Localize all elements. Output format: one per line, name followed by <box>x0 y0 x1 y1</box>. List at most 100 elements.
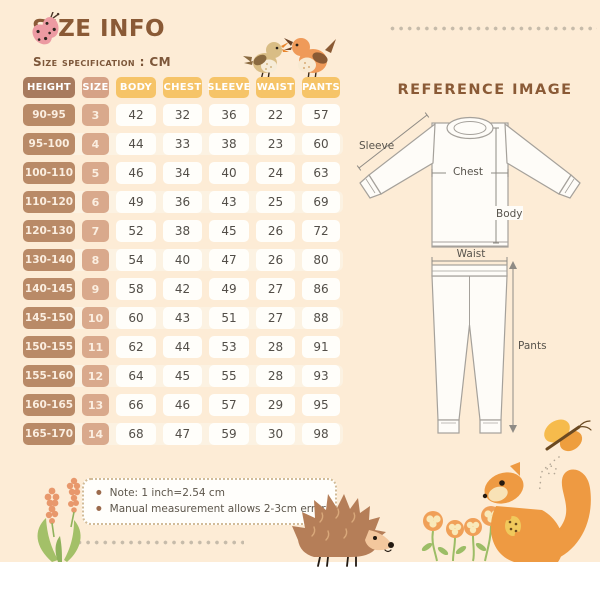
size-table: HEIGHT SIZE BODY CHEST SLEEVE WAIST PANTS 90-95… <box>23 77 343 452</box>
value-cell: 58 <box>116 278 156 300</box>
dotted-divider-bottom <box>77 540 244 545</box>
size-cell: 8 <box>82 249 109 271</box>
height-cell: 155-160 <box>23 365 75 387</box>
value-cell: 49 <box>209 278 249 300</box>
value-cell: 43 <box>209 191 249 213</box>
height-cell: 90-95 <box>23 104 75 126</box>
value-cell: 36 <box>163 191 202 213</box>
value-cell: 63 <box>302 162 340 184</box>
label-waist: Waist <box>457 248 486 260</box>
value-cell: 54 <box>116 249 156 271</box>
height-cell: 130-140 <box>23 249 75 271</box>
size-cell: 6 <box>82 191 109 213</box>
dotted-divider-top <box>390 26 597 31</box>
reference-image-illustration: Sleeve Chest Body Waist <box>356 112 581 434</box>
value-cell: 46 <box>116 162 156 184</box>
table-header-row: HEIGHT SIZE BODY CHEST SLEEVE WAIST PANTS <box>23 77 343 98</box>
column-header-size: SIZE <box>82 77 109 98</box>
column-header-sleeve: SLEEVE <box>207 77 251 98</box>
value-cell: 64 <box>116 365 156 387</box>
table-row: 165-170 14 68 47 59 30 98 <box>23 423 343 445</box>
value-cell: 93 <box>302 365 340 387</box>
value-cell: 62 <box>116 336 156 358</box>
value-cell: 44 <box>163 336 202 358</box>
value-cell: 60 <box>116 307 156 329</box>
value-cell: 69 <box>302 191 340 213</box>
shirt-body <box>431 122 509 248</box>
note-item: Note: 1 inch=2.54 cm <box>96 485 327 501</box>
value-cell: 51 <box>209 307 249 329</box>
value-cell: 44 <box>116 133 156 155</box>
value-cell: 91 <box>302 336 340 358</box>
value-cell: 40 <box>163 249 202 271</box>
table-row: 95-100 4 44 33 38 23 60 <box>23 133 343 155</box>
value-cell: 22 <box>256 104 295 126</box>
table-row: 110-120 6 49 36 43 25 69 <box>23 191 343 213</box>
value-cell: 52 <box>116 220 156 242</box>
value-cell: 98 <box>302 423 340 445</box>
value-cell: 40 <box>209 162 249 184</box>
value-cell: 53 <box>209 336 249 358</box>
value-cell: 36 <box>209 104 249 126</box>
column-header-waist: WAIST <box>256 77 295 98</box>
butterfly-icon <box>538 419 592 493</box>
size-cell: 13 <box>82 394 109 416</box>
size-cell: 11 <box>82 336 109 358</box>
notes-list: Note: 1 inch=2.54 cmManual measurement a… <box>96 485 327 518</box>
value-cell: 27 <box>256 278 295 300</box>
value-cell: 42 <box>163 278 202 300</box>
height-cell: 95-100 <box>23 133 75 155</box>
value-cell: 45 <box>163 365 202 387</box>
reference-image-title: REFERENCE IMAGE <box>397 82 573 98</box>
height-cell: 150-155 <box>23 336 75 358</box>
birds-icon <box>243 38 336 81</box>
value-cell: 45 <box>209 220 249 242</box>
value-cell: 47 <box>163 423 202 445</box>
notes-box: Note: 1 inch=2.54 cmManual measurement a… <box>82 478 337 525</box>
value-cell: 57 <box>302 104 340 126</box>
value-cell: 23 <box>256 133 295 155</box>
value-cell: 46 <box>163 394 202 416</box>
size-specification-label: Size specification : CM <box>33 55 171 69</box>
value-cell: 47 <box>209 249 249 271</box>
value-cell: 59 <box>209 423 249 445</box>
value-cell: 28 <box>256 365 295 387</box>
table-row: 155-160 12 64 45 55 28 93 <box>23 365 343 387</box>
label-sleeve: Sleeve <box>359 140 394 152</box>
lavender-icon <box>37 477 81 562</box>
value-cell: 24 <box>256 162 295 184</box>
value-cell: 80 <box>302 249 340 271</box>
value-cell: 55 <box>209 365 249 387</box>
size-cell: 9 <box>82 278 109 300</box>
value-cell: 34 <box>163 162 202 184</box>
value-cell: 26 <box>256 249 295 271</box>
value-cell: 43 <box>163 307 202 329</box>
size-cell: 12 <box>82 365 109 387</box>
size-cell: 3 <box>82 104 109 126</box>
column-header-height: HEIGHT <box>23 77 75 98</box>
value-cell: 60 <box>302 133 340 155</box>
value-cell: 38 <box>209 133 249 155</box>
size-cell: 10 <box>82 307 109 329</box>
value-cell: 42 <box>116 104 156 126</box>
value-cell: 86 <box>302 278 340 300</box>
value-cell: 49 <box>116 191 156 213</box>
value-cell: 68 <box>116 423 156 445</box>
value-cell: 33 <box>163 133 202 155</box>
height-cell: 145-150 <box>23 307 75 329</box>
value-cell: 32 <box>163 104 202 126</box>
label-body: Body <box>496 208 523 220</box>
content-panel: SIZE INFO Size specification : CM <box>0 0 600 562</box>
table-row: 160-165 13 66 46 57 29 95 <box>23 394 343 416</box>
height-cell: 160-165 <box>23 394 75 416</box>
title-row: SIZE INFO <box>28 12 165 45</box>
value-cell: 57 <box>209 394 249 416</box>
value-cell: 66 <box>116 394 156 416</box>
size-cell: 14 <box>82 423 109 445</box>
value-cell: 29 <box>256 394 295 416</box>
value-cell: 27 <box>256 307 295 329</box>
value-cell: 72 <box>302 220 340 242</box>
label-pants: Pants <box>518 340 547 352</box>
value-cell: 30 <box>256 423 295 445</box>
